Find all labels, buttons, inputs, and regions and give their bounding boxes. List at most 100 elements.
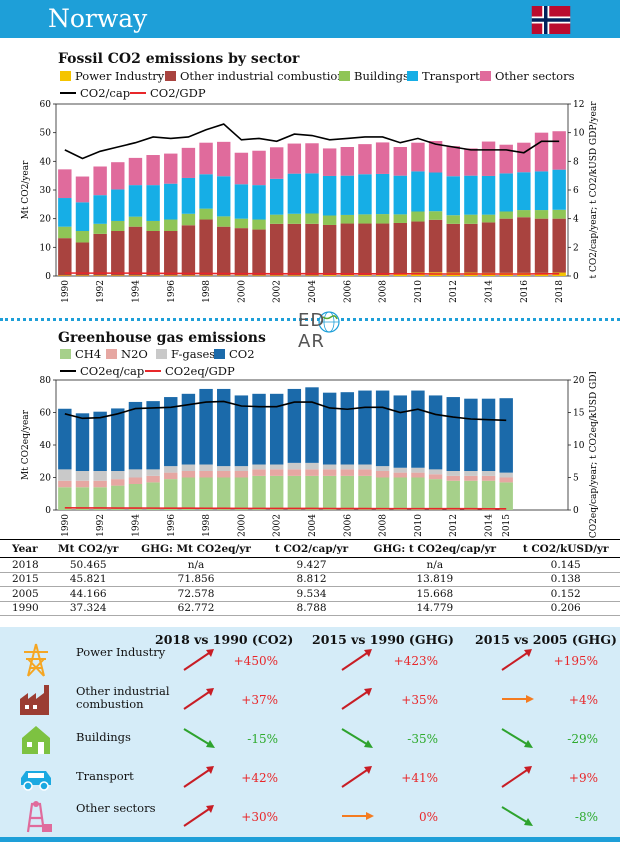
bar-segment (75, 487, 90, 510)
bar-segment (75, 202, 90, 231)
bar-segment (164, 275, 178, 276)
bar-segment (446, 471, 460, 476)
bar-segment (58, 226, 72, 239)
edgar-globe-icon (318, 311, 340, 333)
bar-segment (499, 472, 513, 478)
bar-segment (428, 219, 443, 273)
bar-segment (111, 408, 125, 471)
bar-segment (358, 174, 372, 215)
bar-segment (287, 469, 302, 476)
bar-segment (287, 462, 302, 470)
bar-segment (234, 152, 249, 185)
trend-flat-arrow-icon (342, 812, 374, 820)
bar-segment (340, 275, 355, 276)
bar-segment (428, 211, 443, 220)
table-row: 2018 50.465 n/a 9.427 n/a 0.145 (0, 557, 620, 573)
bar-segment (305, 475, 319, 510)
bar-segment (93, 195, 107, 224)
bar-segment (181, 147, 196, 178)
legend-power: Power Industry (60, 69, 164, 83)
bar-segment (199, 208, 213, 220)
bar-segment (411, 477, 425, 510)
trend-up-arrow-icon (183, 688, 214, 710)
trend-row: Buildings -15% -35% -29% (0, 718, 620, 758)
bar-segment (464, 398, 478, 471)
bar-segment (305, 223, 319, 276)
bar-segment (269, 475, 284, 510)
bar-segment (552, 131, 566, 170)
bar-segment (375, 471, 390, 478)
bar-segment (393, 467, 407, 473)
bar-segment (446, 397, 460, 471)
table-cell: 9.427 (264, 557, 359, 573)
bar-segment (252, 185, 266, 220)
legend-co2: CO2 (214, 347, 255, 361)
bar-segment (534, 171, 549, 211)
bar-segment (322, 464, 337, 470)
x-tick-label: 1996 (167, 280, 177, 303)
bar-segment (411, 390, 425, 468)
bar-segment (428, 469, 443, 475)
x-tick-label: 2010 (414, 514, 424, 537)
bar-segment (552, 209, 566, 219)
bar-segment (305, 462, 319, 470)
bar-segment (93, 480, 107, 488)
bar-segment (234, 477, 249, 510)
bar-segment (269, 393, 284, 465)
y2-tick-label: 0 (573, 506, 579, 516)
bar-segment (181, 177, 196, 214)
x-tick-label: 2008 (379, 514, 389, 537)
sector-label: Power Industry (76, 645, 166, 659)
bar-segment (93, 233, 107, 276)
bar-segment (375, 173, 390, 215)
bar-segment (146, 482, 160, 510)
legend-buildings: Buildings (339, 69, 409, 83)
bar-segment (252, 464, 266, 470)
bar-segment (481, 141, 496, 176)
bar-segment (234, 228, 249, 276)
bar-segment (446, 480, 460, 510)
trend-up-arrow-icon (501, 649, 532, 671)
y-tick-label: 60 (40, 100, 52, 110)
x-tick-label: 1998 (202, 514, 212, 537)
trend-value: +35% (401, 693, 438, 707)
bar-segment (375, 477, 390, 510)
table-cell: 0.152 (511, 586, 620, 602)
bar-segment (128, 275, 143, 276)
edgar-logo: EDAR (298, 306, 358, 352)
bar-segment (217, 216, 231, 227)
trend-value: -15% (247, 732, 278, 746)
bar-segment (340, 147, 355, 176)
bar-segment (517, 172, 531, 211)
table-cell: 1990 (0, 601, 50, 616)
bar-segment (481, 480, 496, 510)
bar-segment (93, 275, 107, 276)
series-line (64, 400, 507, 422)
bar-segment (340, 475, 355, 510)
y2-tick-label: 6 (573, 186, 579, 196)
bar-segment (269, 464, 284, 470)
bar-segment (269, 147, 284, 179)
bar-segment (340, 392, 355, 465)
x-tick-label: 1992 (96, 514, 106, 537)
trend-value: +41% (401, 771, 438, 785)
table-row: 2015 45.821 71.856 8.812 13.819 0.138 (0, 572, 620, 587)
y2-tick-label: 8 (573, 157, 579, 167)
bar-segment (340, 223, 355, 276)
bar-segment (164, 397, 178, 467)
bar-segment (146, 475, 160, 483)
summary-table: Year Mt CO2/yr GHG: Mt CO2eq/yr t CO2/ca… (0, 539, 620, 616)
bar-segment (199, 471, 213, 478)
bar-segment (464, 480, 478, 510)
bar-segment (93, 411, 107, 471)
chart2-svg: 0 20 40 60 80 0 5 10 15 20 Mt CO2eq/year t CO2eq/ca… (21, 372, 599, 538)
sector-label: Other sectors (76, 801, 156, 815)
bar-segment (111, 189, 125, 221)
table-cell: 62.772 (127, 601, 265, 616)
trend-header: 2015 vs 1990 (GHG) (312, 632, 454, 647)
y-axis-label: Mt CO2/year (21, 160, 31, 219)
bar-segment (411, 171, 425, 212)
bar-segment (146, 155, 160, 186)
bar-segment (464, 471, 478, 476)
bar-segment (128, 157, 143, 186)
